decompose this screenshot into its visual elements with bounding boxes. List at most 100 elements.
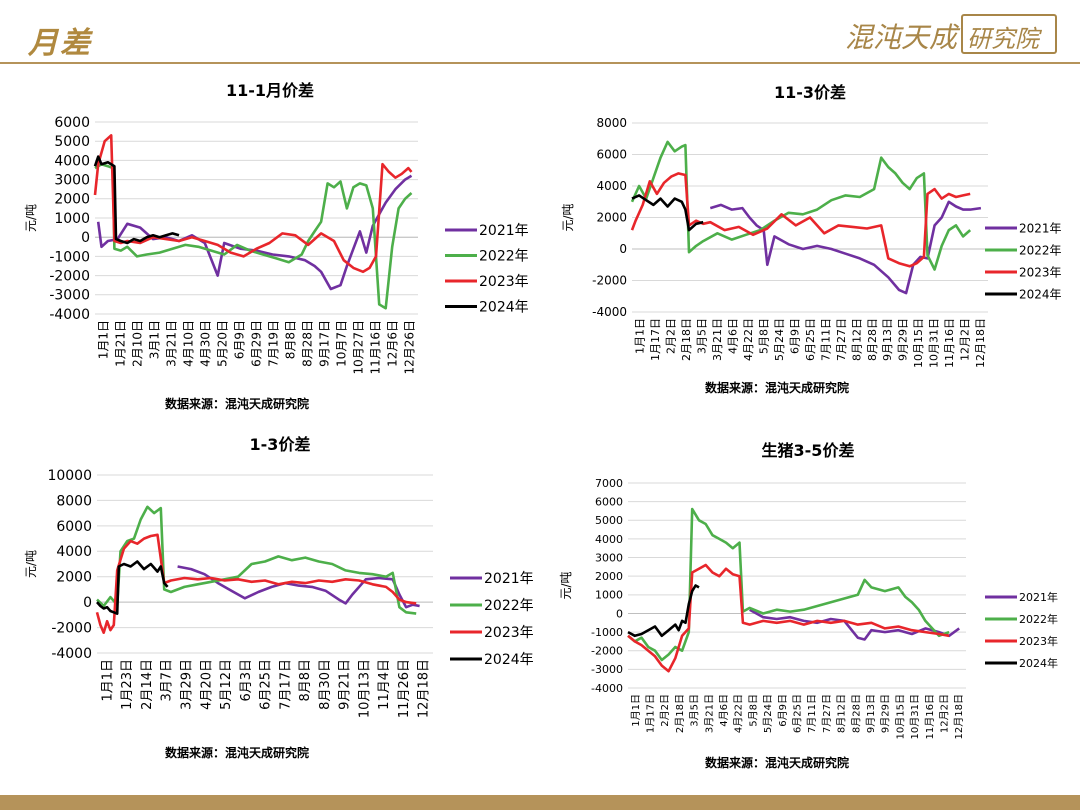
x-tick-label: 10月7日 <box>335 320 349 367</box>
legend-label: 2024年 <box>1019 287 1062 301</box>
x-tick-label: 5月24日 <box>762 694 774 733</box>
x-tick-label: 6月25日 <box>792 694 804 733</box>
y-tick-label: -2000 <box>591 645 623 658</box>
y-tick-label: 4000 <box>54 153 90 169</box>
series-line-2024年 <box>93 155 180 245</box>
y-tick-label: -1000 <box>49 249 90 265</box>
x-tick-label: 8月8日 <box>298 659 313 702</box>
source-note: 数据来源：混沌天成研究院 <box>165 396 309 411</box>
y-tick-label: 10000 <box>47 468 92 484</box>
x-tick-label: 11月16日 <box>943 318 956 368</box>
legend-label: 2022年 <box>1019 612 1058 626</box>
source-note: 数据来源：混沌天成研究院 <box>165 745 309 760</box>
header-divider <box>0 62 1080 64</box>
logo-text: 混沌天成 <box>845 21 958 54</box>
y-axis-label: 元/吨 <box>559 571 573 599</box>
x-tick-label: 3月21日 <box>711 318 724 361</box>
x-tick-label: 10月31日 <box>928 318 941 368</box>
page-title: 月差 <box>28 26 92 61</box>
x-tick-label: 7月27日 <box>835 318 848 361</box>
chart-title: 1-3价差 <box>250 435 311 454</box>
x-tick-label: 12月2日 <box>959 318 972 361</box>
logo-box: 研究院 <box>961 14 1057 54</box>
y-axis-label: 元/吨 <box>24 550 38 578</box>
y-tick-label: 2000 <box>596 211 627 225</box>
legend-label: 2024年 <box>484 652 534 668</box>
y-tick-label: 4000 <box>56 544 92 560</box>
y-tick-label: 8000 <box>596 116 627 130</box>
y-tick-label: -3000 <box>49 288 90 304</box>
x-tick-label: 11月4日 <box>377 659 392 710</box>
series-line-2023年 <box>93 134 413 274</box>
x-tick-label: 5月12日 <box>219 659 234 710</box>
x-tick-label: 10月15日 <box>912 318 925 368</box>
x-tick-label: 7月11日 <box>806 694 818 733</box>
x-tick-label: 4月22日 <box>742 318 755 361</box>
series-line-2024年 <box>96 560 169 615</box>
x-tick-label: 4月20日 <box>199 659 214 710</box>
chart-hog-3-5-spread: 生猪3-5价差 -4000 -3000 -2000 -1000 0 1000 2000 3000… <box>559 441 1058 770</box>
x-tick-label: 7月27日 <box>821 694 833 733</box>
y-tick-label: 5000 <box>54 134 90 150</box>
y-axis-label: 元/吨 <box>561 203 575 231</box>
series-line-2023年 <box>627 563 950 673</box>
y-tick-label: -4000 <box>51 646 92 662</box>
series-line-2022年 <box>627 507 950 662</box>
x-tick-label: 10月15日 <box>894 694 906 739</box>
x-tick-label: 9月13日 <box>881 318 894 361</box>
chart-1-3-spread: 1-3价差 -4000 -2000 0 2000 4000 6000 8000 10000 元/吨… <box>24 435 534 760</box>
x-tick-label: 3月1日 <box>148 320 162 359</box>
x-tick-label: 5月20日 <box>216 320 230 367</box>
y-tick-label: 6000 <box>595 495 623 508</box>
x-tick-label: 1月1日 <box>100 659 115 702</box>
x-tick-label: 10月31日 <box>909 694 921 739</box>
x-tick-label: 2月18日 <box>674 694 686 733</box>
footer-bar <box>0 795 1080 810</box>
y-tick-label: 4000 <box>596 179 627 193</box>
series-line-2022年 <box>630 140 972 271</box>
y-tick-label: -2000 <box>51 620 92 636</box>
chart-11-1-spread: 11-1月价差 -4000 -3000 -2000 -1000 0 1000 2000 3000… <box>24 81 529 411</box>
legend-label: 2022年 <box>479 249 529 265</box>
x-tick-label: 1月23日 <box>120 659 135 710</box>
legend-label: 2023年 <box>1019 265 1062 279</box>
x-tick-label: 12月18日 <box>953 694 965 739</box>
y-tick-label: -3000 <box>591 663 623 676</box>
x-tick-label: 4月10日 <box>182 320 196 367</box>
chart-11-3-spread: 11-3价差 -4000 -2000 0 2000 4000 6000 8000 元/吨 1月1日… <box>561 83 1062 395</box>
x-tick-label: 1月1日 <box>630 694 642 727</box>
brand-logo: 混沌天成 研究院 <box>845 14 1057 54</box>
x-tick-label: 4月22日 <box>733 694 745 733</box>
x-tick-label: 6月9日 <box>233 320 247 359</box>
x-tick-label: 9月17日 <box>318 320 332 367</box>
x-tick-label: 4月6日 <box>718 694 730 727</box>
y-tick-label: 1000 <box>595 589 623 602</box>
chart-title: 11-1月价差 <box>226 81 314 100</box>
y-tick-label: -2000 <box>49 269 90 285</box>
x-tick-label: 5月8日 <box>757 318 770 354</box>
x-tick-label: 2月14日 <box>140 659 155 710</box>
legend-label: 2024年 <box>1019 656 1058 670</box>
y-tick-label: 2000 <box>56 570 92 586</box>
x-tick-label: 4月30日 <box>199 320 213 367</box>
series-line-2024年 <box>631 194 704 232</box>
x-tick-label: 2月10日 <box>131 320 145 367</box>
y-tick-label: 8000 <box>56 493 92 509</box>
x-tick-label: 12月18日 <box>417 659 432 718</box>
series-line-2022年 <box>96 505 417 615</box>
x-tick-label: 8月28日 <box>850 694 862 733</box>
x-tick-label: 1月1日 <box>634 318 647 354</box>
legend-label: 2021年 <box>1019 221 1062 235</box>
y-tick-label: 2000 <box>54 192 90 208</box>
x-tick-label: 6月25日 <box>259 659 274 710</box>
x-tick-label: 11月16日 <box>369 320 383 375</box>
legend-label: 2023年 <box>1019 634 1058 648</box>
y-tick-label: -1000 <box>591 626 623 639</box>
y-tick-label: -4000 <box>592 305 627 319</box>
x-tick-label: 2月2日 <box>665 318 678 354</box>
x-tick-label: 8月8日 <box>284 320 298 359</box>
y-tick-label: 4000 <box>595 533 623 546</box>
x-tick-label: 12月26日 <box>403 320 417 375</box>
x-tick-label: 9月29日 <box>897 318 910 361</box>
x-tick-label: 6月25日 <box>804 318 817 361</box>
